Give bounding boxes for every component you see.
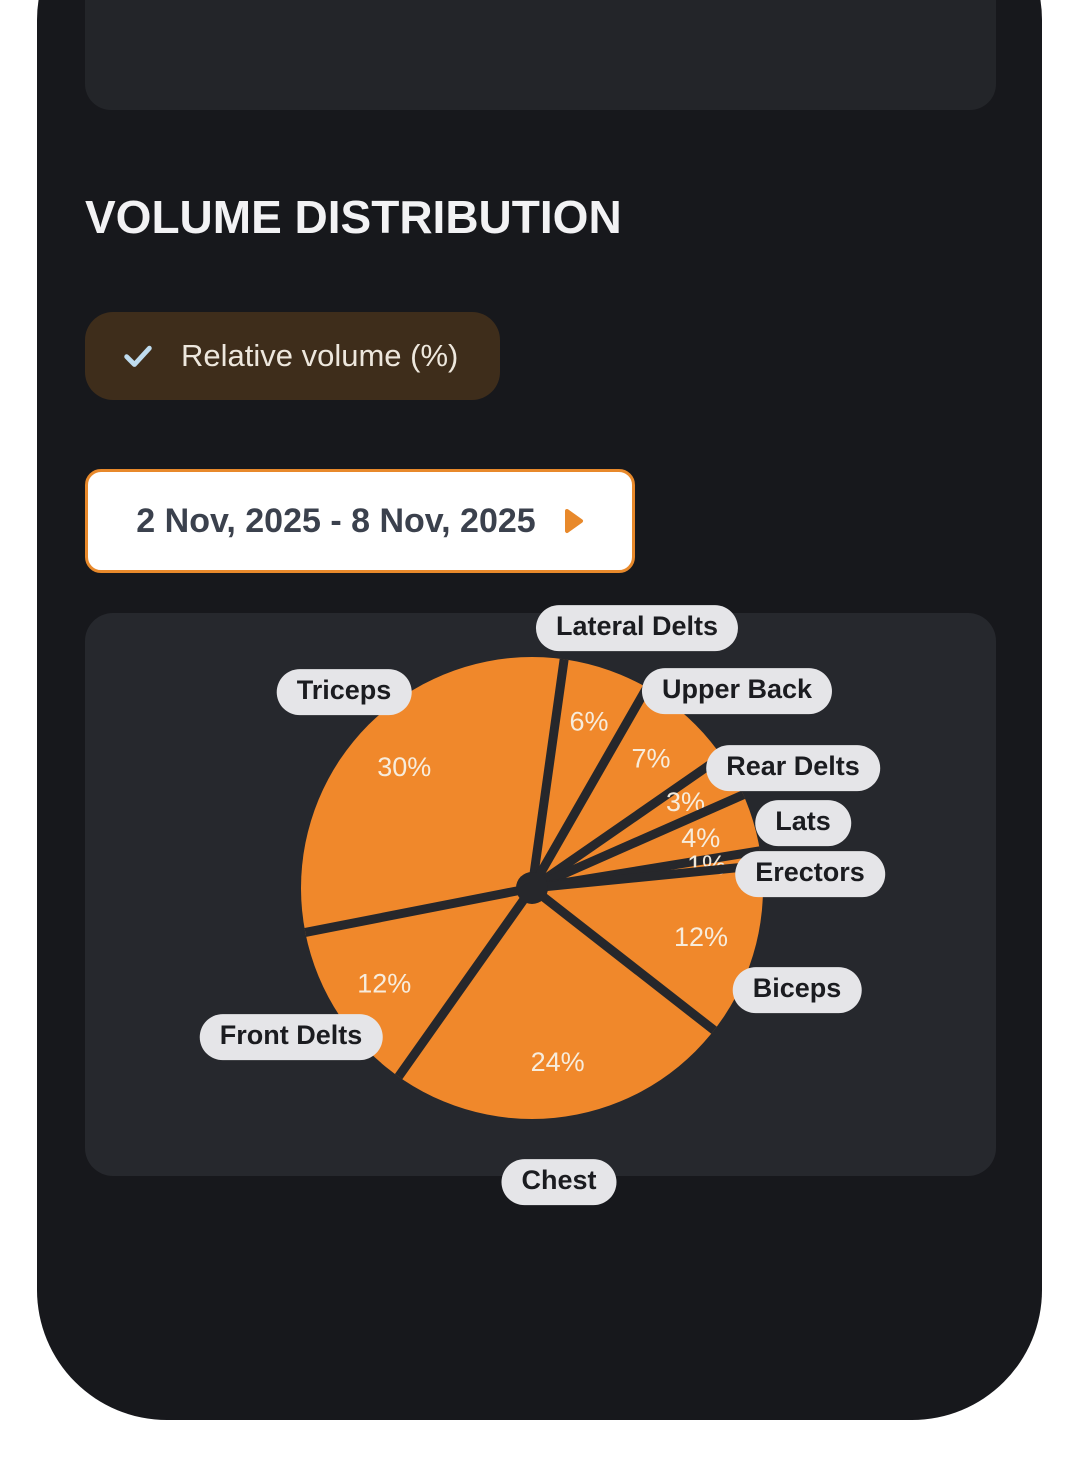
chip-label: Relative volume (%): [181, 338, 459, 373]
volume-pie-chart[interactable]: 6%7%3%4%1%12%24%12%30%: [85, 613, 996, 1176]
relative-volume-chip[interactable]: Relative volume (%): [85, 312, 501, 400]
date-range-value: 2 Nov, 2025 - 8 Nov, 2025: [136, 501, 536, 540]
slice-divider-line: [304, 883, 533, 937]
check-icon: [124, 345, 152, 367]
slice-percent-label: 6%: [570, 706, 609, 736]
muscle-label-pill: Lats: [755, 800, 851, 846]
previous-section-card: [85, 0, 996, 110]
muscle-label-pill: Biceps: [732, 967, 862, 1013]
slice-divider-line: [531, 860, 763, 893]
slice-percent-label: 4%: [681, 823, 720, 853]
slice-divider-line: [528, 685, 651, 891]
slice-divider-line: [529, 884, 717, 1034]
muscle-label-pill: Triceps: [276, 669, 412, 715]
muscle-label-pill: Lateral Delts: [535, 605, 739, 651]
slice-divider-line: [527, 658, 569, 889]
date-range-selector[interactable]: 2 Nov, 2025 - 8 Nov, 2025: [85, 469, 635, 573]
muscle-label-pill: Chest: [501, 1159, 617, 1205]
pie-center-dot: [516, 872, 548, 904]
slice-divider-line: [530, 790, 746, 893]
muscle-label-pill: Erectors: [735, 851, 885, 897]
slice-percent-label: 12%: [357, 969, 411, 999]
muscle-label-pill: Front Delts: [199, 1014, 383, 1060]
slice-percent-label: 12%: [674, 922, 728, 952]
chevron-right-icon: [564, 509, 583, 533]
slice-divider-line: [394, 885, 536, 1080]
muscle-label-pill: Upper Back: [641, 668, 833, 714]
page-title: VOLUME DISTRIBUTION: [85, 191, 622, 243]
muscle-label-pill: Rear Delts: [706, 745, 880, 791]
slice-percent-label: 24%: [531, 1047, 585, 1077]
slice-percent-label: 30%: [377, 752, 431, 782]
slice-percent-label: 7%: [631, 743, 670, 773]
phone-screen: VOLUME DISTRIBUTION Relative volume (%) …: [37, 0, 1042, 1420]
slice-divider-line: [529, 752, 725, 892]
volume-pie-card: 6% 7% 3% 4% 1% 12% 24% 12% 30% Lateral Delts Uppe…: [85, 605, 996, 1205]
